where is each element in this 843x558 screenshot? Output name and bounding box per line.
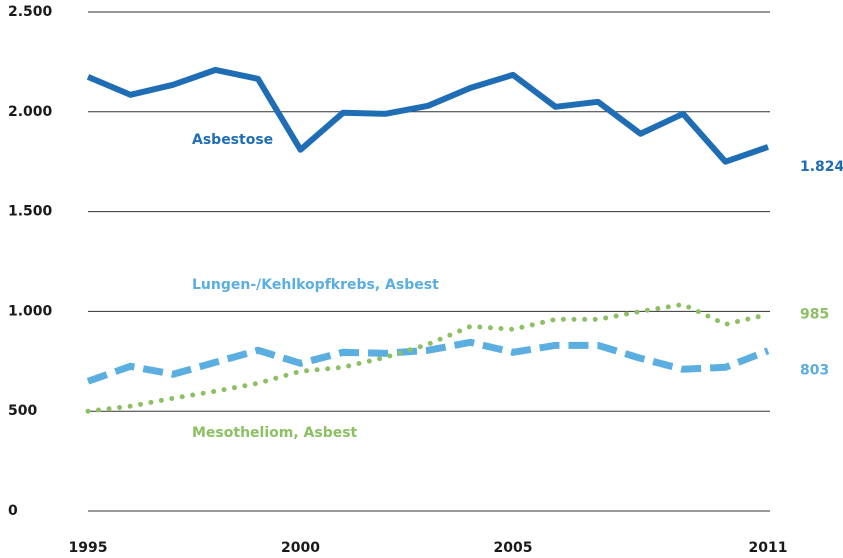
value-label: 985 [800,306,829,322]
value-label: 1.824 [800,159,843,175]
x-tick-label: 2000 [281,540,320,556]
y-tick-label: 0 [8,503,18,519]
value-label: 803 [800,363,829,379]
series-label: Lungen-/Kehlkopfkrebs, Asbest [192,277,439,293]
y-tick-label: 1.500 [8,204,53,220]
series-label: Asbestose [192,132,273,148]
series-label: Mesotheliom, Asbest [192,425,358,441]
x-tick-label: 2005 [494,540,533,556]
y-tick-label: 500 [8,403,37,419]
series-line [85,301,771,414]
series-line [86,338,770,385]
x-tick-label: 2011 [749,540,788,556]
x-tick-label: 1995 [69,540,108,556]
series-line [86,66,769,165]
y-tick-label: 2.000 [8,104,53,120]
y-tick-label: 2.500 [8,4,53,20]
y-tick-label: 1.000 [8,303,53,319]
